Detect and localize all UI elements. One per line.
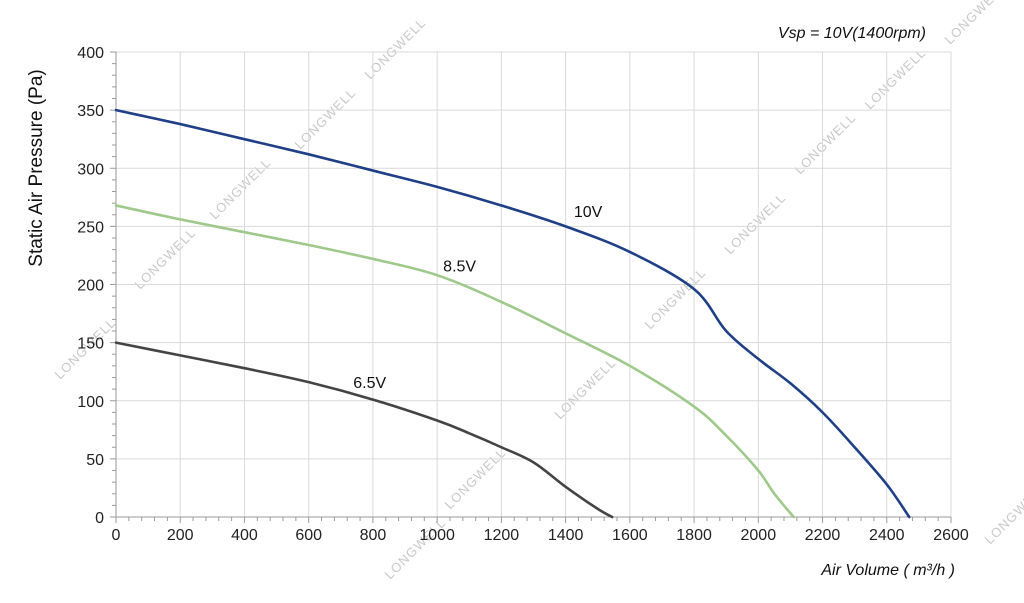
series-label-10V: 10V xyxy=(574,204,603,221)
x-axis-ticks: 0 200 400 600 800 1000 1200 1400 1600 1800 2000 220… xyxy=(112,527,969,544)
y-tick-label: 200 xyxy=(77,278,104,295)
watermark-text: LONGWELL xyxy=(942,0,1009,47)
x-tick-label: 0 xyxy=(112,527,121,544)
x-tick-label: 1600 xyxy=(612,527,648,544)
y-tick-label: 0 xyxy=(95,510,104,527)
x-tick-label: 1800 xyxy=(676,527,712,544)
x-tick-label: 2400 xyxy=(869,527,905,544)
x-tick-label: 800 xyxy=(360,527,387,544)
watermark-text: LONGWELL xyxy=(442,445,509,512)
watermark-text: LONGWELL xyxy=(382,515,449,582)
watermark-text: LONGWELL xyxy=(862,45,929,112)
watermark-text: LONGWELL xyxy=(982,480,1024,547)
watermark-text: LONGWELL xyxy=(292,85,359,152)
series-line-6-5V xyxy=(114,341,614,519)
x-tick-label: 400 xyxy=(231,527,258,544)
y-axis-ticks: 0 50 100 150 200 250 300 350 400 xyxy=(77,45,104,527)
series-labels: 10V 8.5V 6.5V xyxy=(353,204,602,392)
x-tick-label: 2200 xyxy=(805,527,841,544)
y-axis-label: Static Air Pressure (Pa) xyxy=(26,69,47,266)
watermark-text: LONGWELL xyxy=(362,15,429,82)
y-tick-label: 250 xyxy=(77,219,104,236)
watermark-text: LONGWELL xyxy=(207,155,274,222)
y-tick-label: 400 xyxy=(77,45,104,62)
y-tick-label: 100 xyxy=(77,394,104,411)
x-axis-label: Air Volume ( m³/h ) xyxy=(820,562,955,579)
grid xyxy=(115,51,952,518)
x-tick-label: 200 xyxy=(167,527,194,544)
y-tick-label: 150 xyxy=(77,336,104,353)
watermark-text: LONGWELL xyxy=(722,190,789,257)
speed-note: Vsp = 10V(1400rpm) xyxy=(778,25,926,42)
x-tick-label: 1000 xyxy=(419,527,455,544)
watermark-layer: LONGWELLLONGWELLLONGWELLLONGWELLLONGWELL… xyxy=(52,0,1024,582)
series-lines xyxy=(114,108,911,519)
y-tick-label: 50 xyxy=(86,452,104,469)
series-label-6-5V: 6.5V xyxy=(353,375,386,392)
watermark-text: LONGWELL xyxy=(132,225,199,292)
series-label-8-5V: 8.5V xyxy=(443,259,476,276)
x-tick-label: 1400 xyxy=(548,527,584,544)
series-line-10V xyxy=(114,108,911,519)
watermark-text: LONGWELL xyxy=(552,355,619,422)
x-tick-label: 2600 xyxy=(933,527,969,544)
x-tick-label: 600 xyxy=(295,527,322,544)
x-tick-label: 1200 xyxy=(484,527,520,544)
axes xyxy=(110,51,952,523)
series-line-8-5V xyxy=(114,204,795,519)
x-tick-label: 2000 xyxy=(741,527,777,544)
watermark-text: LONGWELL xyxy=(792,110,859,177)
y-tick-label: 350 xyxy=(77,103,104,120)
y-tick-label: 300 xyxy=(77,161,104,178)
